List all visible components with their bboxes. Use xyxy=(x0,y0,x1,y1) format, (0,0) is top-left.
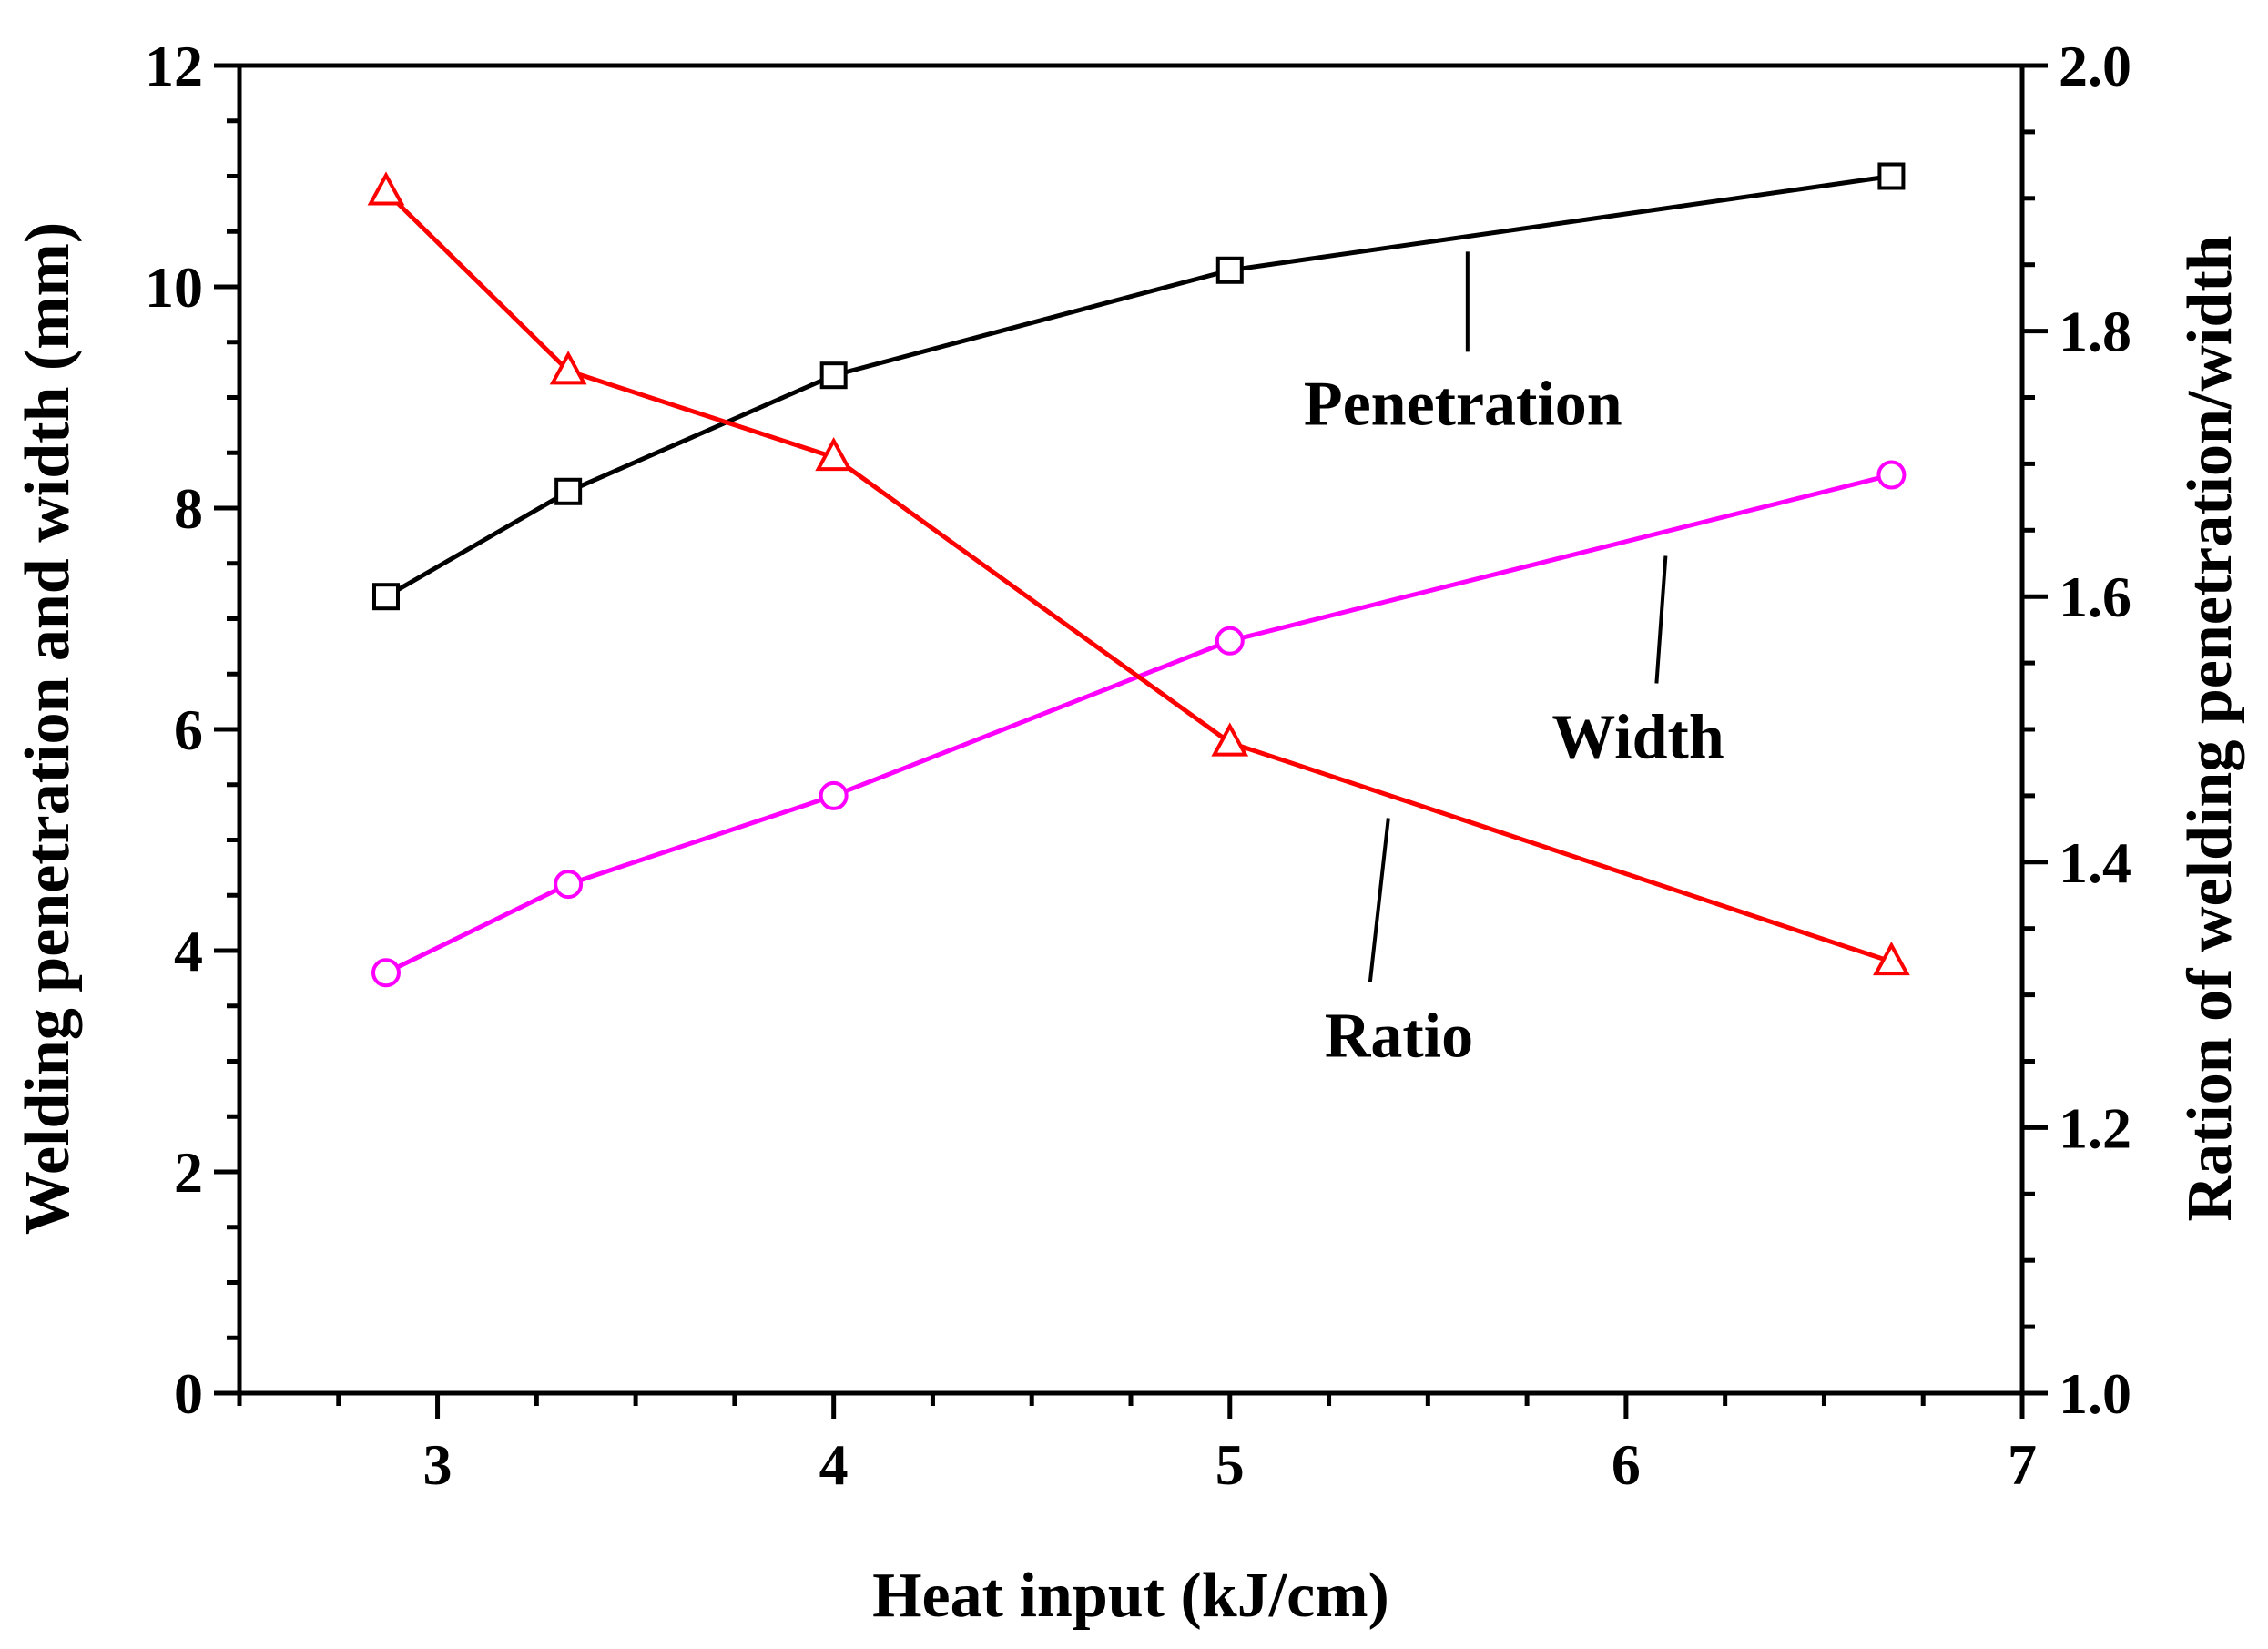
width-data-point xyxy=(1215,626,1245,656)
left-y-tick-label: 12 xyxy=(145,34,203,98)
x-axis-title: Heat input (kJ/cm) xyxy=(872,1561,1389,1631)
penetration-data-point xyxy=(1877,162,1906,190)
right-y-tick-label: 1.0 xyxy=(2059,1361,2131,1426)
penetration-label: Penetration xyxy=(1304,369,1622,439)
width-data-point xyxy=(371,958,401,988)
ratio-data-point xyxy=(1873,941,1910,976)
x-tick-label: 7 xyxy=(2008,1432,2037,1497)
penetration-data-point xyxy=(371,583,400,611)
left-y-tick-label: 8 xyxy=(174,476,203,541)
left-y-tick-label: 6 xyxy=(174,697,203,762)
x-tick-label: 6 xyxy=(1612,1432,1641,1497)
right-y-tick-label: 1.8 xyxy=(2059,300,2131,364)
ratio-data-point xyxy=(367,171,405,206)
x-tick-label: 4 xyxy=(819,1432,849,1497)
x-tick-label: 3 xyxy=(423,1432,453,1497)
series-layer xyxy=(367,162,1910,988)
annotation-layer: Penetration Width Ratio xyxy=(1304,251,1724,1071)
ratio-data-point xyxy=(815,436,853,472)
width-label: Width xyxy=(1551,703,1724,773)
left-y-tick-label: 2 xyxy=(174,1140,203,1205)
right-y-tick-label: 1.6 xyxy=(2059,565,2131,629)
width-data-point xyxy=(819,780,849,810)
plot-frame xyxy=(237,63,2025,1396)
axes: 3 4 5 6 7 0 2 4 6 8 10 12 1.0 1.2 1.4 1.6 1.8 2.0 xyxy=(145,34,2131,1497)
ratio-data-point xyxy=(1211,722,1249,757)
right-y-axis-title: Ration of welding penetration/width xyxy=(2175,235,2245,1221)
penetration-data-point xyxy=(554,477,583,505)
right-y-tick-label: 1.2 xyxy=(2059,1095,2131,1160)
width-data-point xyxy=(554,870,584,900)
tick-marks xyxy=(214,63,2048,1419)
right-y-tick-label: 1.4 xyxy=(2059,830,2131,895)
ratio-data-point xyxy=(549,351,587,385)
left-y-tick-label: 0 xyxy=(174,1361,203,1426)
penetration-data-point xyxy=(1215,256,1244,284)
left-y-tick-label: 4 xyxy=(174,919,203,983)
ratio-leader-line xyxy=(1368,818,1390,982)
width-data-point xyxy=(1876,460,1907,490)
penetration-data-point xyxy=(819,361,848,390)
left-y-axis-title: Welding penetration and width (mm) xyxy=(13,222,83,1235)
width-leader-line xyxy=(1654,555,1668,684)
left-y-tick-label: 10 xyxy=(145,255,203,320)
ratio-label: Ratio xyxy=(1325,1001,1473,1071)
x-tick-label: 5 xyxy=(1215,1432,1245,1497)
right-y-tick-label: 2.0 xyxy=(2059,34,2131,98)
